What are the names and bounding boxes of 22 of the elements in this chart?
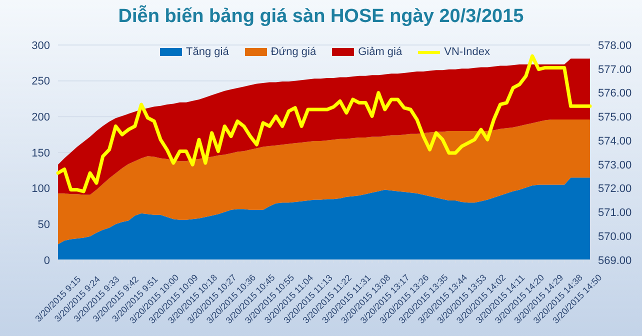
y-tick-label: 0 xyxy=(44,254,50,267)
y2-tick-label: 573.00 xyxy=(598,159,632,172)
y2-tick-label: 572.00 xyxy=(598,183,632,196)
y-tick-label: 250 xyxy=(32,76,50,88)
y2-tick-label: 577.00 xyxy=(598,64,632,76)
y-tick-label: 200 xyxy=(32,112,50,124)
y2-tick-label: 570.00 xyxy=(598,231,632,244)
y2-tick-label: 578.00 xyxy=(598,40,632,52)
legend-label: VN-Index xyxy=(444,46,490,58)
legend-label: Giảm giá xyxy=(358,46,402,58)
y2-tick-label: 575.00 xyxy=(598,112,632,124)
y2-tick-label: 569.00 xyxy=(598,254,632,267)
y2-tick-label: 571.00 xyxy=(598,207,632,220)
legend-label: Đứng giá xyxy=(270,46,316,58)
legend-label: Tăng giá xyxy=(186,46,229,58)
y-tick-label: 150 xyxy=(32,147,50,160)
y2-tick-label: 574.00 xyxy=(598,135,632,148)
y-tick-label: 50 xyxy=(38,219,50,232)
y-tick-label: 300 xyxy=(32,40,50,52)
chart-title: Diễn biến bảng giá sàn HOSE ngày 20/3/2015 xyxy=(117,6,525,28)
y2-tick-label: 576.00 xyxy=(598,88,632,100)
y-tick-label: 100 xyxy=(32,183,50,196)
